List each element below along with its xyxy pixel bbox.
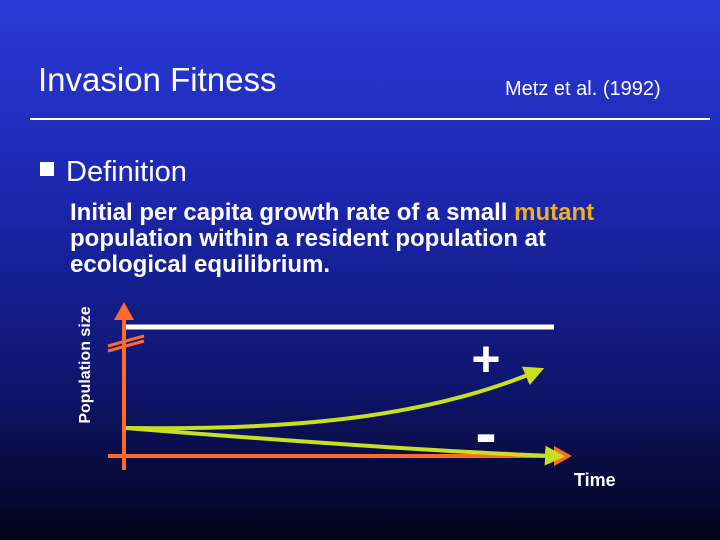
definition-part1: Initial per capita growth rate of a smal… (70, 199, 515, 226)
slide-title: Invasion Fitness (38, 61, 277, 98)
y-axis (114, 302, 134, 470)
x-axis-label: Time (574, 470, 616, 490)
definition-highlight: mutant (514, 199, 595, 226)
bullet-label: Definition (66, 156, 187, 188)
title-divider (30, 118, 710, 120)
definition-text: Initial per capita growth rate of a smal… (70, 200, 630, 278)
definition-part2: population within a resident population … (70, 225, 546, 278)
plus-sign: + (471, 331, 500, 387)
equilibrium-tick (107, 334, 145, 353)
mutant-growth-curve (125, 366, 545, 431)
bullet-definition: Definition (40, 154, 187, 190)
reference-citation: Metz et al. (1992) (505, 78, 661, 100)
bullet-square-icon (40, 162, 54, 176)
minus-sign: - (475, 397, 496, 469)
mutant-decline-curve (125, 426, 565, 466)
x-axis (108, 446, 572, 466)
